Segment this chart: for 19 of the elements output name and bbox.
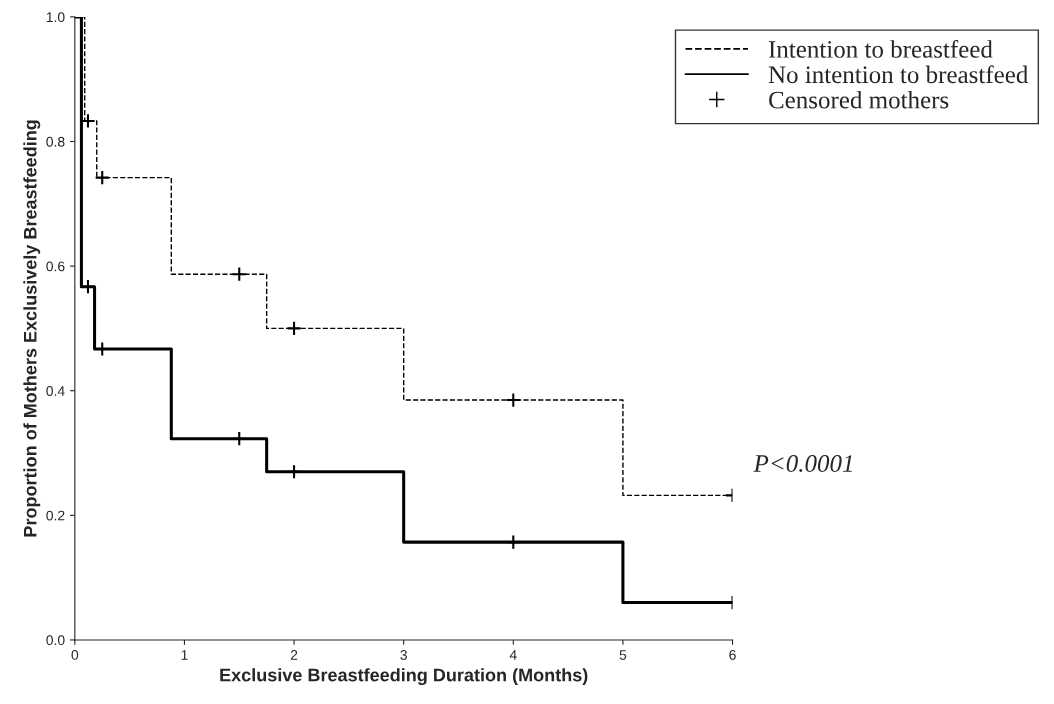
text: P<0.0001 [753, 455, 852, 473]
legend-label: No intention to breastfeed [768, 65, 1029, 84]
y-tick-label: 0.8 [46, 136, 65, 147]
x-tick-label: 0 [71, 650, 79, 660]
x-tick-label: 2 [290, 650, 298, 660]
y-tick-label: 1.0 [46, 12, 65, 23]
y-tick-label: 0.0 [46, 635, 65, 646]
y-axis-title: Proportion of Mothers Exclusively Breastfeeding [23, 120, 41, 537]
x-axis-title: Exclusive Breastfeeding Duration (Months) [220, 668, 588, 686]
y-tick-label: 0.4 [46, 386, 65, 396]
y-tick-label: 0.6 [46, 261, 65, 272]
y-tick-label: 0.2 [46, 510, 65, 521]
x-tick-label: 4 [509, 650, 517, 660]
legend-label: Intention to breastfeed [768, 40, 993, 58]
x-tick-label: 3 [400, 650, 407, 660]
x-tick-label: 6 [729, 650, 736, 660]
legend-label: Censored mothers [769, 90, 949, 109]
x-tick-label: 5 [619, 650, 627, 660]
x-tick-label: 1 [181, 650, 188, 660]
